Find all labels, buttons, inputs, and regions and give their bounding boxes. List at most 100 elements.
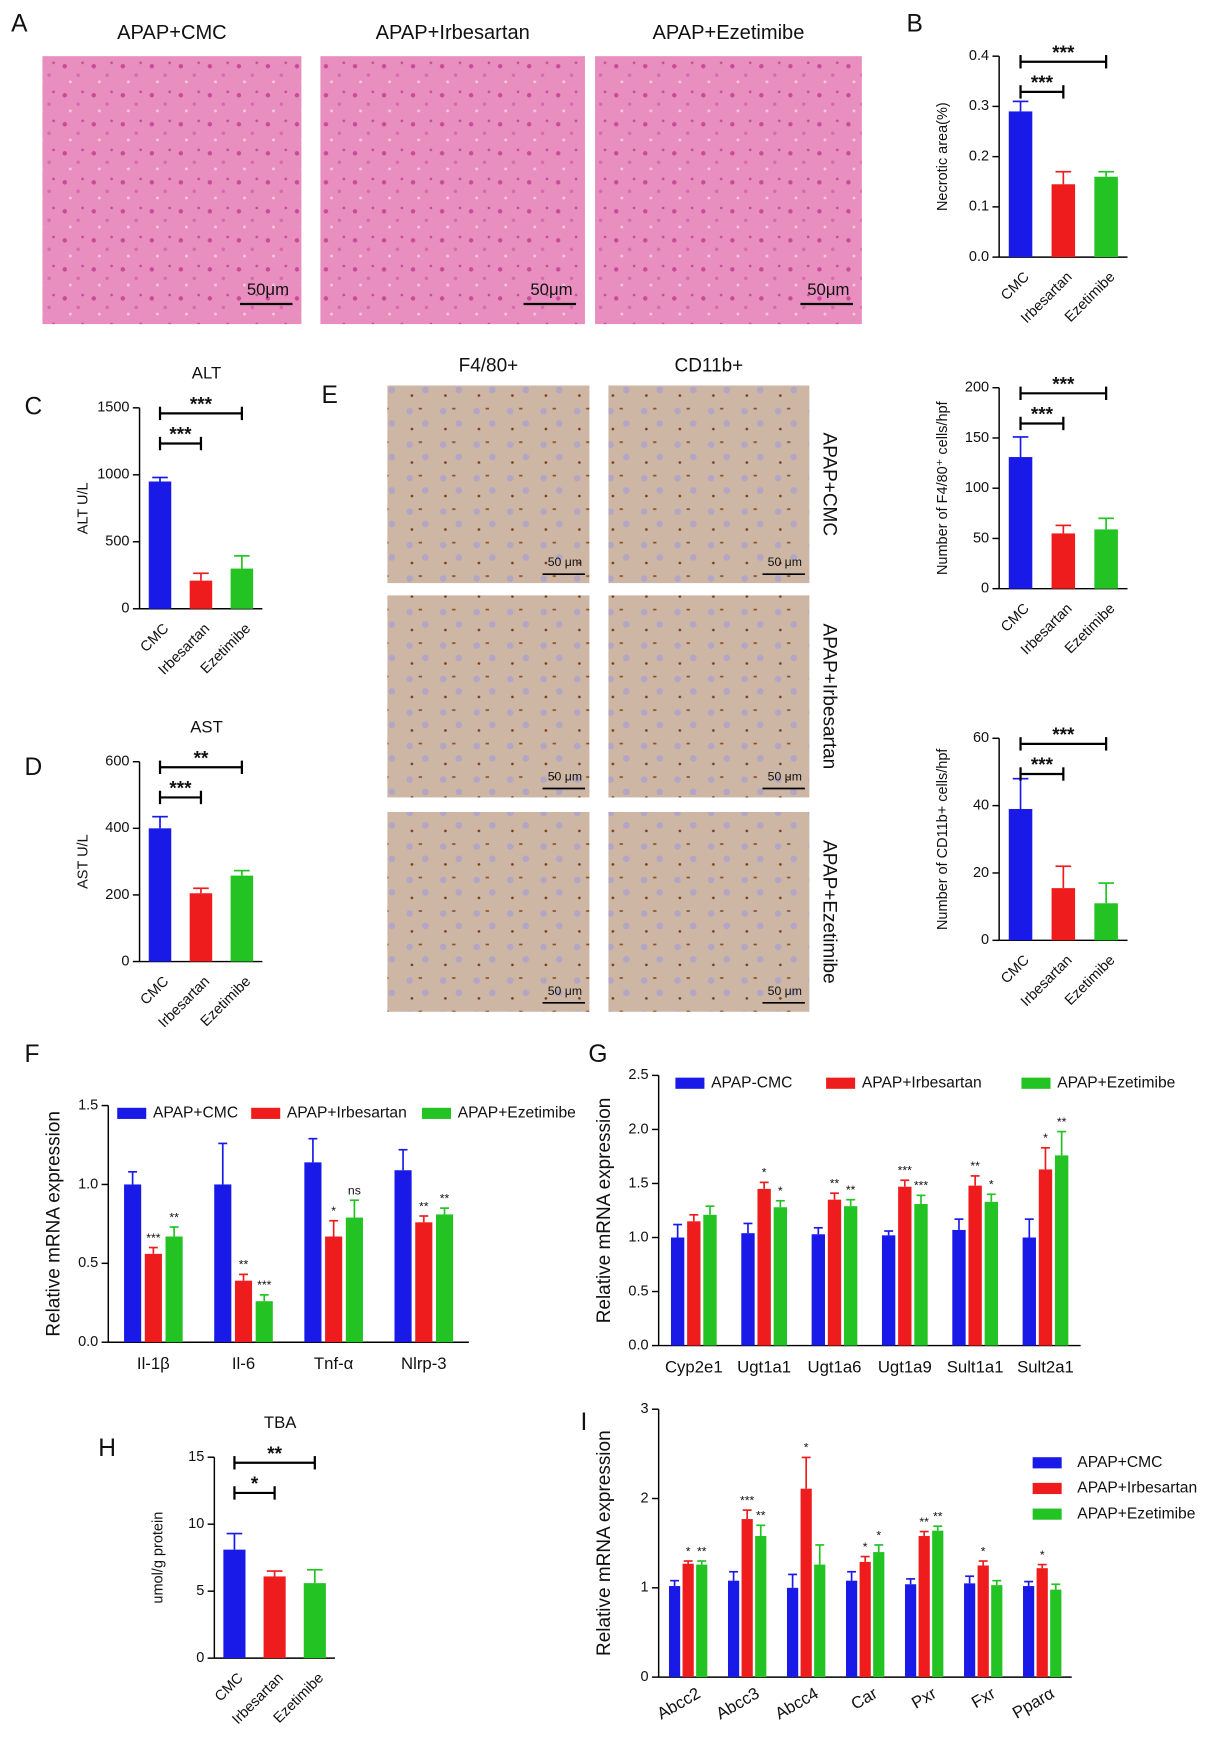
significance-label: ** (1057, 1115, 1067, 1129)
y-tick-label: 2 (641, 1490, 649, 1506)
bar (932, 1530, 944, 1678)
bar (1094, 903, 1118, 941)
bar (325, 1236, 343, 1343)
y-axis-label: Relative mRNA expression (594, 1098, 615, 1324)
significance-label: *** (146, 1231, 161, 1245)
bar (859, 1561, 871, 1678)
significance-label: ** (846, 1183, 856, 1197)
bar (148, 481, 172, 609)
y-tick-label: 1 (641, 1580, 649, 1596)
legend-label: APAP+Irbesartan (1077, 1480, 1197, 1497)
image-title: APAP+CMC (117, 22, 227, 44)
bar (755, 1536, 767, 1678)
y-tick-label: 150 (965, 430, 989, 446)
legend-label: APAP+CMC (153, 1104, 238, 1121)
legend-swatch (1021, 1077, 1051, 1089)
y-tick-label: 1.0 (628, 1229, 648, 1245)
significance-label: *** (257, 1278, 272, 1292)
bar (263, 1576, 286, 1659)
bar (234, 1280, 253, 1343)
bar (1008, 111, 1033, 258)
significance-label: ** (919, 1515, 929, 1529)
bar (773, 1207, 788, 1346)
legend-swatch (251, 1107, 281, 1119)
x-tick-label: Tnf-α (314, 1354, 354, 1373)
legend-label: APAP+Irbesartan (287, 1104, 407, 1121)
bar (214, 1184, 232, 1343)
y-axis-label: Necrotic area(%) (935, 102, 951, 211)
significance-label: ns (348, 1184, 361, 1198)
y-axis-label: Relative mRNA expression (44, 1111, 65, 1337)
ihc-image (608, 385, 810, 584)
significance-label: *** (169, 779, 192, 800)
significance-label: *** (1052, 725, 1075, 746)
significance-label: *** (914, 1179, 929, 1193)
significance-label: *** (1052, 43, 1075, 64)
x-tick-label: Abcc2 (654, 1684, 704, 1724)
x-tick-label: CMC (998, 952, 1033, 987)
bar (687, 1221, 701, 1346)
x-tick-label: CMC (138, 974, 173, 1009)
legend-swatch (117, 1107, 147, 1119)
significance-label: * (876, 1528, 881, 1542)
y-axis-label: umol/g protein (150, 1512, 166, 1604)
x-tick-label: Ugt1a1 (737, 1357, 791, 1376)
panel-label: C (25, 393, 43, 420)
significance-label: ** (830, 1177, 840, 1191)
scale-bar-label: 50 μm (548, 770, 582, 784)
y-tick-label: 0.2 (969, 148, 989, 164)
x-tick-label: Ugt1a6 (807, 1357, 861, 1376)
significance-label: ** (756, 1509, 766, 1523)
row-title: APAP+CMC (818, 433, 839, 536)
y-tick-label: 0.3 (969, 98, 989, 114)
bar (394, 1170, 412, 1343)
bar (918, 1536, 930, 1678)
significance-label: ** (267, 1444, 282, 1465)
bar (843, 1206, 858, 1346)
x-tick-label: Sult1a1 (947, 1357, 1004, 1376)
y-tick-label: 1.0 (78, 1176, 98, 1192)
y-axis-label: ALT U/L (76, 482, 92, 534)
bar (1022, 1237, 1036, 1346)
bar (1054, 1155, 1069, 1346)
scale-bar-label: 50μm (530, 280, 572, 299)
bar (1094, 529, 1118, 589)
significance-label: * (331, 1204, 336, 1218)
bar (741, 1233, 755, 1346)
y-tick-label: 0.0 (628, 1337, 648, 1353)
panel-label: D (25, 754, 43, 781)
y-tick-label: 200 (105, 887, 129, 903)
significance-label: ** (440, 1191, 450, 1205)
bar (304, 1162, 322, 1343)
significance-label: * (804, 1441, 809, 1455)
bar (230, 875, 254, 962)
significance-label: ** (697, 1544, 707, 1558)
significance-label: * (981, 1544, 986, 1558)
y-tick-label: 0.0 (969, 249, 989, 265)
ihc-image (608, 811, 810, 1012)
bar (827, 1199, 842, 1346)
chart-title: AST (190, 718, 223, 737)
legend-swatch (1032, 1457, 1062, 1469)
x-tick-label: CMC (998, 601, 1033, 636)
bar (1094, 176, 1118, 258)
bar (1036, 1568, 1048, 1678)
bar (435, 1214, 454, 1343)
significance-label: * (863, 1540, 868, 1554)
bar (345, 1217, 363, 1343)
x-tick-label: Pxr (908, 1683, 940, 1712)
x-tick-label: Sult2a1 (1017, 1357, 1074, 1376)
x-tick-label: Fxr (968, 1683, 999, 1712)
bar (696, 1564, 708, 1678)
significance-label: ** (169, 1210, 179, 1224)
bar (303, 1583, 326, 1659)
significance-label: * (686, 1544, 691, 1558)
legend-label: APAP+Ezetimibe (458, 1104, 576, 1121)
histology-image (320, 56, 585, 325)
scale-bar-label: 50 μm (768, 770, 802, 784)
y-tick-label: 500 (105, 534, 129, 550)
row-title: APAP+Irbesartan (818, 624, 839, 770)
significance-label: * (778, 1184, 783, 1198)
legend-swatch (675, 1077, 705, 1089)
panel-label: F (25, 1041, 40, 1068)
